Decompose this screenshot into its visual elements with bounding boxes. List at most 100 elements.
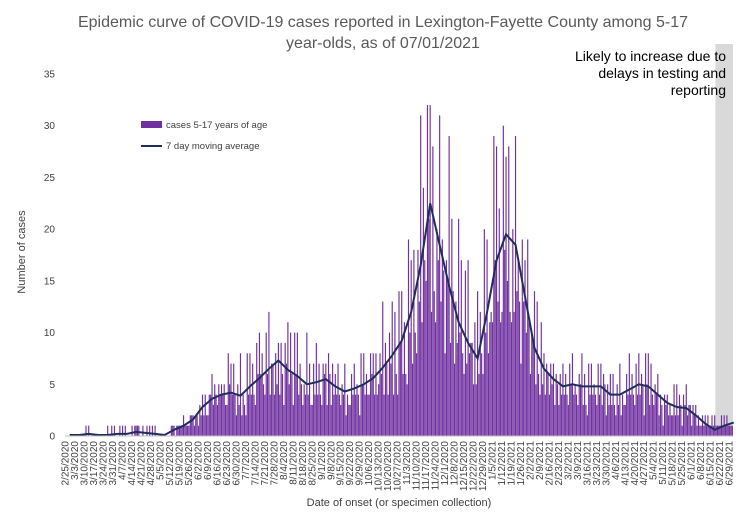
case-bar	[612, 373, 614, 436]
case-bar	[368, 394, 370, 436]
x-tick-label: 5/12/2020	[165, 441, 176, 486]
case-bar	[430, 311, 433, 436]
case-bar	[615, 415, 617, 436]
x-tick-label: 3/3/2020	[70, 441, 81, 480]
case-bar	[559, 373, 561, 436]
case-bar	[659, 394, 662, 436]
case-bar	[579, 384, 582, 436]
x-tick-label: 9/15/2020	[336, 441, 347, 486]
case-bar	[243, 404, 246, 436]
case-bar	[513, 311, 515, 436]
case-bar	[640, 373, 643, 436]
case-bar	[360, 353, 362, 436]
case-bar	[219, 394, 221, 436]
case-bar	[222, 394, 224, 436]
case-bar	[337, 363, 339, 436]
case-bar	[124, 425, 126, 436]
case-bar	[149, 425, 151, 436]
case-bar	[196, 415, 198, 436]
case-bar	[604, 384, 606, 436]
case-bar	[325, 363, 327, 436]
chart-title-line-1: Epidemic curve of COVID-19 cases reporte…	[78, 14, 688, 31]
x-tick-label: 3/2/2021	[563, 441, 574, 480]
annotation-line-2: delays in testing and	[598, 65, 726, 81]
case-bar	[310, 404, 312, 436]
case-bar	[695, 404, 697, 436]
case-bar	[410, 260, 412, 436]
case-bar	[650, 363, 652, 436]
case-bar	[619, 363, 621, 436]
case-bar	[235, 415, 237, 436]
case-bar	[300, 384, 303, 436]
case-bar	[375, 353, 377, 436]
case-bar	[258, 332, 261, 436]
case-bar	[668, 415, 670, 436]
case-bar	[387, 394, 389, 436]
case-bar	[719, 425, 721, 436]
case-bar	[481, 353, 483, 436]
case-bar	[444, 353, 446, 436]
annotation-line-3: reporting	[671, 82, 726, 98]
case-bar	[214, 384, 216, 436]
case-bar	[699, 425, 701, 436]
case-bar	[547, 373, 549, 436]
y-axis-label: Number of cases	[16, 210, 28, 294]
x-tick-label: 5/26/2020	[184, 441, 195, 486]
case-bar	[433, 291, 435, 436]
case-bar	[634, 404, 636, 436]
case-bar	[191, 415, 193, 436]
case-bar	[544, 394, 546, 436]
case-bar	[248, 394, 250, 436]
case-bar	[215, 394, 217, 436]
case-bar	[407, 239, 410, 436]
case-bar	[254, 404, 256, 436]
x-tick-label: 6/30/2020	[231, 441, 242, 486]
case-bar	[504, 249, 506, 436]
case-bar	[420, 115, 422, 436]
case-bar	[613, 404, 616, 436]
case-bar	[341, 384, 343, 436]
case-bar	[318, 363, 320, 436]
case-bar	[585, 404, 587, 436]
case-bar	[495, 146, 498, 436]
case-bar	[551, 384, 553, 436]
case-bar	[384, 342, 387, 436]
case-bar	[422, 187, 424, 436]
case-bar	[531, 332, 533, 436]
x-tick-label: 6/9/2020	[203, 441, 214, 480]
case-bar	[245, 415, 247, 436]
case-bar	[394, 311, 396, 436]
case-bar	[111, 425, 113, 436]
x-tick-label: 3/23/2021	[592, 441, 603, 486]
case-bar	[608, 404, 610, 436]
x-tick-label: 10/20/2020	[383, 441, 394, 491]
case-bar	[653, 404, 655, 436]
case-bar	[581, 353, 583, 436]
moving-average-line	[69, 203, 735, 437]
x-tick-label: 3/10/2020	[80, 441, 91, 486]
case-bar	[635, 363, 637, 436]
y-axis-ticks: 0 5 10 15 20 25 30 35	[44, 70, 56, 443]
case-bar	[730, 425, 732, 436]
x-tick-label: 2/16/2021	[544, 441, 555, 486]
case-bar	[666, 394, 668, 436]
case-bar	[628, 353, 630, 436]
case-bar	[588, 363, 590, 436]
case-bar	[350, 373, 353, 436]
case-bar	[498, 208, 500, 436]
case-bar	[210, 394, 212, 436]
case-bar	[253, 394, 255, 436]
case-bar	[176, 425, 178, 436]
case-bar	[224, 404, 227, 436]
case-bar	[439, 115, 441, 436]
chart-legend: cases 5-17 years of age 7 day moving ave…	[141, 120, 267, 152]
case-bar	[421, 322, 423, 436]
case-bar	[711, 415, 713, 436]
case-bar	[458, 218, 460, 436]
case-bar	[374, 394, 376, 436]
case-bar	[687, 415, 689, 436]
case-bar	[720, 415, 723, 436]
case-bar	[201, 394, 204, 436]
case-bar	[663, 394, 666, 436]
case-bar	[500, 322, 502, 436]
